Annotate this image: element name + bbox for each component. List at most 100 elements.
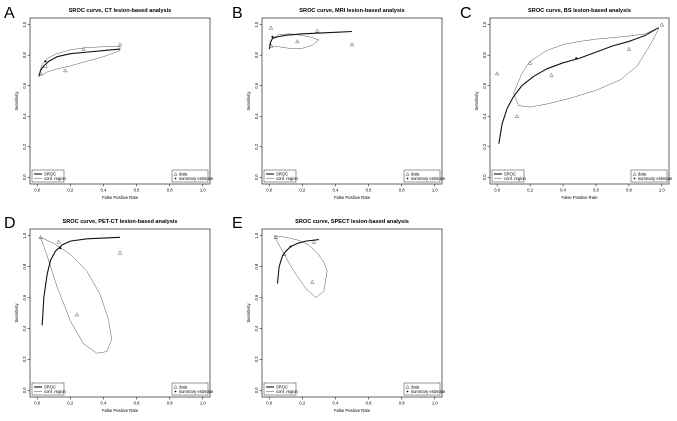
data-point [63,68,68,73]
summary-estimate-point [271,35,274,38]
x-tick-label: 0.2 [67,188,73,193]
data-point [38,235,43,239]
y-tick-label: 0.2 [482,143,487,149]
plot-frame [29,228,211,398]
y-tick-label: 0.8 [254,52,259,58]
legend-summary-swatch [406,177,409,180]
y-tick-label: 1.0 [22,232,27,238]
chart-title: SROC curve, SPECT lesion-based analysis [295,219,409,225]
legend-label-sroc: SROC [44,172,56,177]
x-tick-label: 0.2 [527,188,533,193]
legend-left-box [263,382,297,396]
y-tick-label: 1.0 [22,21,27,27]
legend-label-summary: summary estimate [179,176,214,181]
y-tick-label: 0.6 [254,82,259,88]
x-tick-label: 0.0 [34,401,40,406]
legend-summary-swatch [174,390,177,393]
legend-data-swatch [405,171,410,176]
y-axis-label: Sensitivity [14,303,19,323]
panel-letter: D [4,215,16,232]
y-tick-label: 1.0 [254,232,259,238]
data-point [56,239,61,244]
legend-summary-swatch [633,177,636,180]
summary-estimate-point [575,57,578,60]
legend-label-sroc: SROC [44,385,56,390]
x-tick-label: 0.0 [34,188,40,193]
y-tick-label: 0.0 [22,387,27,393]
x-tick-label: 0.4 [560,188,566,193]
x-tick-label: 0.6 [593,188,599,193]
x-axis-label: False Positive Rate [334,408,371,413]
y-tick-label: 0.2 [254,356,259,362]
legend-data-swatch [405,384,410,389]
summary-estimate-point [289,245,292,248]
legend-left-box [491,169,525,183]
legend-data-swatch [632,171,637,176]
confidence-region [513,27,659,108]
y-tick-label: 0.6 [22,294,27,300]
panel-letter: E [232,215,243,232]
y-axis-label: Sensitivity [14,91,19,111]
plot-frame [29,17,211,185]
confidence-region [273,235,328,298]
x-tick-label: 0.4 [333,188,339,193]
x-tick-label: 0.0 [266,188,272,193]
legend-right-box [171,169,209,183]
x-axis-label: False Positive Rate [561,195,598,200]
data-point [295,39,300,44]
x-tick-label: 0.2 [67,401,73,406]
x-tick-label: 0.4 [101,188,107,193]
data-point [659,22,664,27]
panel-d: D SROC curve, PET-CT lesion-based analysi… [4,215,214,413]
x-tick-label: 1.0 [200,401,206,406]
legend-label-sroc: SROC [504,172,516,177]
legend-right-box [403,169,441,183]
confidence-region [40,237,112,354]
y-tick-label: 0.8 [22,263,27,269]
legend-label-sroc: SROC [276,385,288,390]
panel-b: B SROC curve, MRI lesion-based analysis 0.… [232,5,446,200]
chart-title: SROC curve, PET-CT lesion-based analysis [62,219,177,225]
legend-data-swatch [173,171,178,176]
x-tick-label: 0.6 [366,188,372,193]
data-point [117,250,123,255]
legend-label-data: data [411,385,420,390]
legend-right-box [403,382,441,396]
plot-frame [261,17,443,185]
x-tick-label: 0.8 [167,401,173,406]
x-tick-label: 1.0 [432,401,438,406]
y-tick-label: 1.0 [254,21,259,27]
y-tick-label: 0.4 [482,113,487,119]
legend-label-summary: summary estimate [411,176,446,181]
legend-data-swatch [173,384,178,389]
panel-e: E SROC curve, SPECT lesion-based analysis… [232,215,446,413]
x-tick-label: 0.2 [299,401,305,406]
y-tick-label: 0.0 [482,174,487,180]
chart-title: SROC curve, BS lesion-based analysis [528,8,631,14]
legend-label-summary: summary estimate [179,389,214,394]
x-tick-label: 0.0 [494,188,500,193]
x-axis-label: False Positive Rate [102,408,139,413]
legend-right-box [630,169,668,183]
x-axis-label: False Positive Rate [102,195,139,200]
x-tick-label: 0.0 [266,401,272,406]
legend-summary-swatch [174,177,177,180]
y-tick-label: 0.6 [22,82,27,88]
y-tick-label: 0.8 [22,52,27,58]
legend-right-box [171,382,209,396]
y-tick-label: 0.0 [254,387,259,393]
summary-estimate-point [44,60,47,63]
x-tick-label: 0.2 [299,188,305,193]
y-axis-label: Sensitivity [246,91,251,111]
data-point [117,42,123,47]
data-point [268,43,273,48]
legend-left-box [263,169,297,183]
legend-left-box [31,382,65,396]
confidence-region [38,46,121,76]
data-point [626,46,632,51]
y-tick-label: 1.0 [482,21,487,27]
panel-letter: B [232,5,243,22]
legend-label-region: conf. region [276,389,299,394]
sroc-curve [38,48,121,77]
